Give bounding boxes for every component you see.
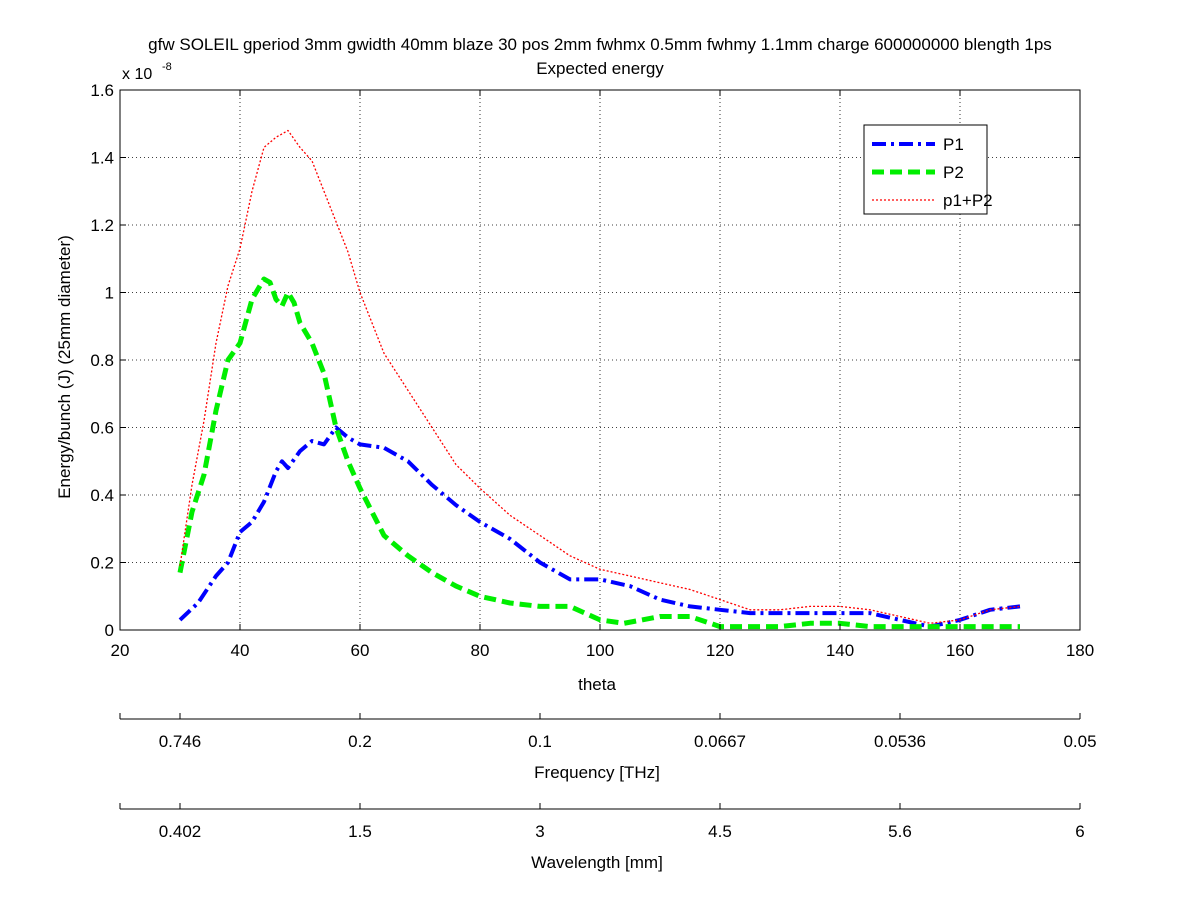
secondary-tick-label: 1.5 (348, 822, 372, 841)
x-tick-label: 140 (826, 641, 854, 660)
y-tick-label: 0.6 (90, 419, 114, 438)
x-tick-label: 160 (946, 641, 974, 660)
x-tick-label: 60 (351, 641, 370, 660)
x-tick-label: 80 (471, 641, 490, 660)
y-tick-label: 1 (105, 284, 114, 303)
secondary-tick-label: 0.05 (1063, 732, 1096, 751)
x-axis-label: theta (578, 675, 616, 694)
x-tick-label: 100 (586, 641, 614, 660)
y-tick-label: 1.4 (90, 149, 114, 168)
series-line-p1-p2 (179, 129, 1021, 624)
x-tick-label: 120 (706, 641, 734, 660)
secondary-axes: 0.746 0.2 0.1 0.0667 0.0536 0.05 Frequency [TH… (119, 713, 1097, 872)
y-tick-label: 1.6 (90, 81, 114, 100)
x-tick-label: 40 (231, 641, 250, 660)
series-line-p1 (178, 425, 1021, 629)
y-exponent-power: -8 (162, 61, 172, 73)
y-tick-label: 0 (105, 621, 114, 640)
secondary-tick-label: 6 (1075, 822, 1084, 841)
secondary-tick-label: 4.5 (708, 822, 732, 841)
secondary-axis-wavelength: 0.402 1.5 3 4.5 5.6 6 Wavelength [mm] (119, 803, 1085, 872)
legend-box (863, 124, 988, 215)
y-tick-label: 0.4 (90, 486, 114, 505)
series-layer (177, 129, 1021, 630)
chart-subtitle: Expected energy (536, 59, 664, 78)
x-axis: 20 40 60 80 100 120 140 160 180 (111, 90, 1094, 660)
secondary-tick-label: 0.2 (348, 732, 372, 751)
secondary-tick-label: 0.402 (159, 822, 202, 841)
y-tick-label: 1.2 (90, 216, 114, 235)
y-exponent: x 10 -8 (122, 61, 172, 83)
x-tick-label: 20 (111, 641, 130, 660)
secondary-axis-label: Wavelength [mm] (531, 853, 663, 872)
secondary-tick-label: 0.0667 (694, 732, 746, 751)
y-axis: 0 0.2 0.4 0.6 0.8 1 1.2 1.4 1.6 (90, 81, 1080, 640)
y-axis-label: Energy/bunch (J) (25mm diameter) (55, 235, 74, 499)
y-tick-label: 0.2 (90, 554, 114, 573)
y-tick-label: 0.8 (90, 351, 114, 370)
chart-title: gfw SOLEIL gperiod 3mm gwidth 40mm blaze… (148, 35, 1052, 54)
secondary-tick-label: 5.6 (888, 822, 912, 841)
secondary-axis-frequency: 0.746 0.2 0.1 0.0667 0.0536 0.05 Frequency [TH… (119, 713, 1097, 782)
y-exponent-base: x 10 (122, 66, 152, 83)
legend: P1 P2 p1+P2 (863, 124, 993, 215)
legend-label-p2: P2 (943, 163, 964, 182)
secondary-tick-label: 3 (535, 822, 544, 841)
legend-label-p1-p2: p1+P2 (943, 191, 993, 210)
secondary-tick-label: 0.746 (159, 732, 202, 751)
secondary-tick-label: 0.0536 (874, 732, 926, 751)
secondary-axis-label: Frequency [THz] (534, 763, 660, 782)
legend-label-p1: P1 (943, 135, 964, 154)
x-tick-label: 180 (1066, 641, 1094, 660)
secondary-tick-label: 0.1 (528, 732, 552, 751)
